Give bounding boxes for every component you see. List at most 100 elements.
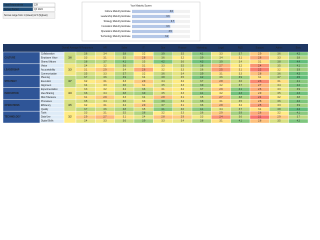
cell-value: 3.7	[103, 61, 107, 63]
cell-value: 3.1	[277, 81, 281, 83]
cell-value: 3.8	[200, 65, 204, 67]
cell-value: 3.4	[181, 73, 185, 75]
cell-value: 4.1	[200, 93, 204, 95]
cell-value: 3.5	[277, 93, 281, 95]
cell-value: 3.3	[277, 105, 281, 107]
category-label: Culture Maturity Estimate	[105, 10, 132, 13]
cell-value: 3.2	[239, 105, 243, 107]
cell-value: 3.5	[181, 65, 185, 67]
cell-value: 3.3	[123, 81, 127, 83]
cell-value: 4.3	[239, 93, 243, 95]
row-label: Efficiency	[41, 105, 52, 107]
category-label: Innovation Maturity Estimate	[102, 25, 132, 28]
cell-value: 2.9	[181, 117, 185, 119]
cell-value: 3.5	[123, 113, 127, 115]
cell-value: 3.1	[219, 121, 223, 123]
cell-value: 3.2	[181, 89, 185, 91]
summary-label: Survey Period	[4, 8, 19, 11]
cell-value: 3.6	[239, 81, 243, 83]
cell-value: 3.2	[181, 81, 185, 83]
cell-value: 2.9	[219, 113, 223, 115]
bar	[132, 9, 174, 14]
cell-value: 2.8	[258, 121, 262, 123]
cell-value: 2.4	[258, 97, 262, 99]
cell-value: 3.6	[200, 69, 204, 71]
cell-value: 3.4	[181, 101, 185, 103]
cell-value: 3.1	[258, 61, 262, 63]
cell-value: 3.1	[258, 77, 262, 79]
cell-value: 2.9	[258, 54, 262, 56]
cell-value: 3.5	[239, 101, 243, 103]
bar-value-label: 3.7	[171, 21, 175, 23]
cell-value: 3.3	[161, 65, 165, 67]
average-value: 3.3	[68, 69, 72, 71]
cell-value: 3.1	[181, 97, 185, 99]
cell-value: 3.1	[84, 69, 88, 71]
row-label-cell	[39, 118, 65, 124]
row-label: Communication	[41, 72, 58, 75]
cell-value: 3.7	[239, 54, 243, 56]
column-header: R&D	[238, 48, 243, 50]
header-row	[3, 44, 308, 52]
cell-value: 4.2	[297, 85, 301, 87]
cell-value: 3.3	[181, 93, 185, 95]
cell-value: 3.3	[277, 58, 281, 60]
cell-value: 2.7	[219, 65, 223, 67]
cell-value: 3.3	[103, 85, 107, 87]
summary-value-cell	[32, 2, 56, 8]
cell-value: 3.6	[277, 54, 281, 56]
bar	[132, 14, 171, 19]
cell-value: 3.3	[123, 97, 127, 99]
cell-value: 3.3	[161, 121, 165, 123]
cell-value: 3.9	[123, 77, 127, 79]
cell-value: 3.5	[123, 58, 127, 60]
bar-value-label: 3.6	[170, 11, 174, 13]
cell-value: 3.2	[142, 73, 146, 75]
category-label: Operations Maturity Estimate	[101, 30, 131, 33]
cell-value: 2.7	[258, 85, 262, 87]
cell-value: 3.9	[239, 77, 243, 79]
row-label: Accountability	[41, 68, 56, 71]
bar-value-label: 3.3	[166, 26, 170, 28]
cell-value: 3.8	[123, 93, 127, 95]
category-label: Technology Maturity Estimate	[101, 35, 132, 38]
cell-value: 3.1	[103, 105, 107, 107]
dashboard: Total Respondents 128 Survey Period Q3 2024…	[2, 1, 308, 124]
cell-value: 3.2	[103, 65, 107, 67]
bar	[132, 29, 173, 34]
cell-value: 3.2	[161, 113, 165, 115]
cell-value: 2.9	[103, 69, 107, 71]
cell-value: 3.5	[84, 101, 88, 103]
row-label: Shared Values	[41, 60, 57, 63]
cell-value: 2.9	[84, 117, 88, 119]
cell-value: 4.4	[297, 61, 301, 63]
cell-value: 2.8	[161, 97, 165, 99]
cell-value: 2.9	[142, 105, 146, 107]
cell-value: 3.3	[103, 73, 107, 75]
cell-value: 3.4	[103, 101, 107, 103]
cell-value: 3.5	[161, 93, 165, 95]
cell-value: 2.6	[142, 69, 146, 71]
row-label: Tools	[41, 113, 47, 115]
cell-value: 3.7	[84, 109, 88, 111]
cell-value: 2.8	[219, 105, 223, 107]
average-value: 3.6	[68, 58, 72, 60]
cell-value: 4.1	[161, 109, 165, 111]
cell-value: 4.2	[161, 61, 165, 63]
cell-value: 3.4	[142, 77, 146, 79]
bar	[132, 34, 170, 39]
section-label: INNOVATION	[5, 92, 19, 95]
note: Scores range from 1 (lowest) to 5 (highe…	[4, 14, 48, 17]
cell-value: 4.1	[239, 121, 243, 123]
cell-value: 2.7	[103, 117, 107, 119]
column-header: Support	[256, 47, 264, 50]
cell-value: 2.7	[219, 97, 223, 99]
cell-value: 3.9	[200, 58, 204, 60]
cell-value: 3.6	[123, 85, 127, 87]
cell-value: 3.5	[142, 109, 146, 111]
cell-value: 3.4	[123, 89, 127, 91]
column-header: Exec	[296, 48, 302, 50]
cell-value: 3.2	[84, 81, 88, 83]
cell-value: 3.5	[277, 65, 281, 67]
cell-value: 3.2	[277, 69, 281, 71]
